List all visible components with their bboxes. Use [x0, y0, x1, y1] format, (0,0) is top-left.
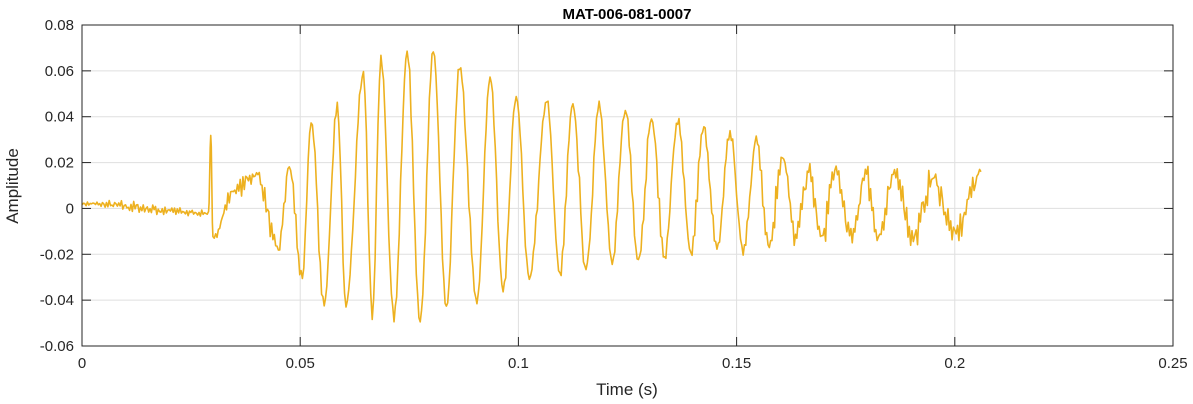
x-tick-label: 0.2 — [944, 355, 965, 372]
amplitude-trace — [81, 50, 982, 323]
x-tick-label: 0.1 — [508, 355, 529, 372]
axis-ticks: 0 0.05 0.1 0.15 0.2 0.25 -0.06 -0.04 -0.02 0 0.02 0… — [40, 17, 1188, 372]
y-tick-label: 0.06 — [45, 63, 74, 80]
x-tick-label: 0.15 — [722, 355, 751, 372]
y-tick-label: -0.04 — [40, 292, 74, 309]
x-axis-label: Time (s) — [596, 380, 658, 399]
y-axis-label: Amplitude — [3, 148, 22, 224]
axes-box — [81, 24, 1174, 347]
y-tick-label: 0.02 — [45, 155, 74, 172]
plot-area — [82, 25, 1173, 346]
y-tick-label: 0 — [66, 200, 74, 217]
chart-title: MAT-006-081-0007 — [563, 6, 692, 23]
y-tick-label: 0.04 — [45, 109, 74, 126]
x-tick-label: 0.25 — [1158, 355, 1187, 372]
x-tick-label: 0 — [78, 355, 86, 372]
x-tick-label: 0.05 — [286, 355, 315, 372]
series-line-0 — [81, 50, 982, 323]
y-tick-label: -0.06 — [40, 338, 74, 355]
y-tick-label: 0.08 — [45, 17, 74, 34]
y-tick-label: -0.02 — [40, 246, 74, 263]
